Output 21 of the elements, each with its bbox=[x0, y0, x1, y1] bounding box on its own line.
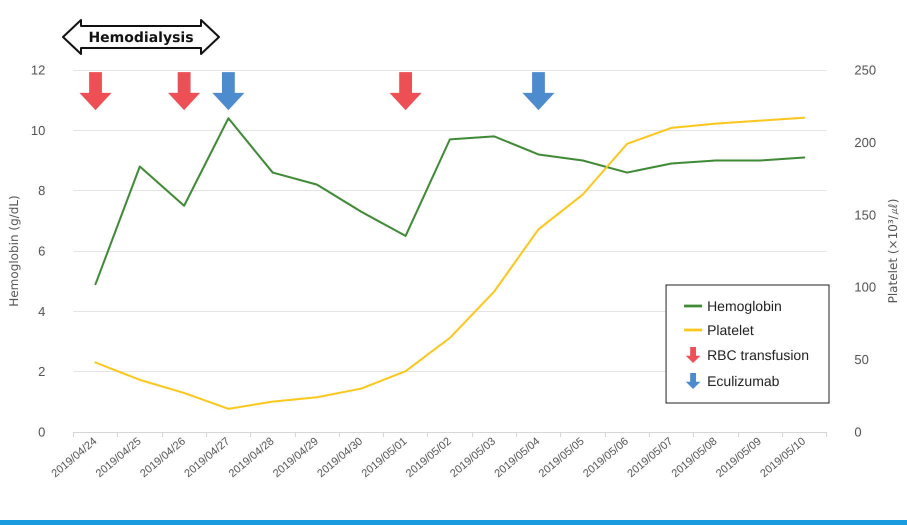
legend-label: Platelet bbox=[707, 322, 754, 338]
y2-tick-label: 0 bbox=[854, 424, 862, 440]
legend-label: RBC transfusion bbox=[707, 347, 810, 363]
y-tick-label: 8 bbox=[38, 183, 46, 198]
y2-tick-label: 250 bbox=[854, 62, 876, 78]
y-axis-title: Hemoglobin (g/dL) bbox=[7, 195, 21, 307]
y-tick-label: 4 bbox=[38, 304, 46, 319]
y-tick-label: 12 bbox=[30, 62, 46, 78]
y2-tick-label: 50 bbox=[854, 352, 869, 368]
y-tick-label: 6 bbox=[38, 244, 46, 258]
y-tick-label: 0 bbox=[38, 424, 46, 440]
y-tick-label: 2 bbox=[38, 364, 46, 380]
y2-tick-label: 200 bbox=[854, 134, 876, 150]
line-series bbox=[94, 117, 806, 286]
text: Hemodialysis bbox=[88, 30, 194, 46]
y2-axis-title: Platelet (×10³/㎕) bbox=[886, 198, 900, 304]
y-tick-label: 10 bbox=[30, 122, 46, 138]
legend-label: Eculizumab bbox=[707, 373, 780, 389]
legend-label: Hemoglobin bbox=[707, 298, 782, 314]
y2-tick-label: 150 bbox=[854, 207, 876, 222]
y2-tick-label: 100 bbox=[854, 280, 876, 295]
